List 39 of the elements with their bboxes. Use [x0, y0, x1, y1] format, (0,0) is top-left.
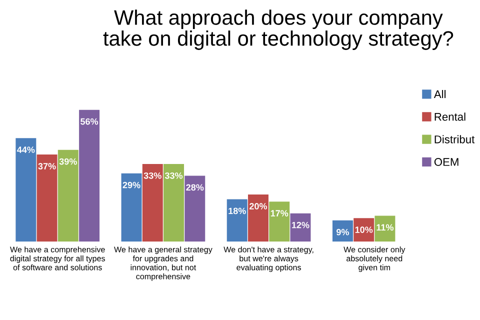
bar — [121, 173, 142, 242]
bar — [374, 216, 396, 242]
bar — [354, 218, 374, 242]
bar — [269, 202, 290, 242]
bar — [16, 138, 36, 242]
bar — [79, 110, 100, 242]
data-label: 18% — [228, 208, 246, 214]
x-tick-label: We don't have a strategy, but we're always evaluating options — [224, 246, 314, 272]
data-label: 33% — [144, 172, 162, 179]
bar — [142, 164, 163, 242]
data-label: 17% — [270, 210, 288, 216]
x-tick-label: We have a comprehensive digital strategy for all types of software and solutions — [10, 246, 105, 270]
legend-label: Rental — [434, 112, 466, 121]
data-label: 28% — [186, 184, 204, 191]
x-tick-label: We have a general strategy for upgrades and innovation, but not comprehensive — [114, 246, 212, 281]
bar — [164, 164, 184, 242]
data-label: 11% — [376, 224, 394, 231]
chart-title: What approach does your company take on digital or technology strategy? — [103, 10, 454, 50]
data-label: 10% — [355, 226, 373, 233]
bar — [226, 199, 248, 242]
data-label: 29% — [122, 182, 140, 188]
x-tick-label: We consider only absolutely need given tim — [344, 246, 406, 272]
bar — [58, 150, 78, 242]
data-label: 33% — [164, 172, 183, 179]
data-label: 44% — [17, 146, 35, 153]
data-label: 12% — [292, 222, 310, 228]
bar — [290, 213, 311, 242]
data-label: 37% — [38, 163, 56, 170]
data-label: 9% — [336, 228, 350, 236]
data-label: 56% — [80, 118, 98, 125]
bar — [332, 220, 353, 242]
data-label: 20% — [250, 203, 268, 210]
legend-label: All — [434, 90, 446, 98]
bar — [184, 176, 206, 242]
data-label: 39% — [59, 158, 77, 165]
bar — [248, 194, 268, 242]
legend-label: Distribut — [434, 135, 475, 144]
legend-label: OEM — [434, 158, 458, 166]
bar — [36, 154, 58, 242]
